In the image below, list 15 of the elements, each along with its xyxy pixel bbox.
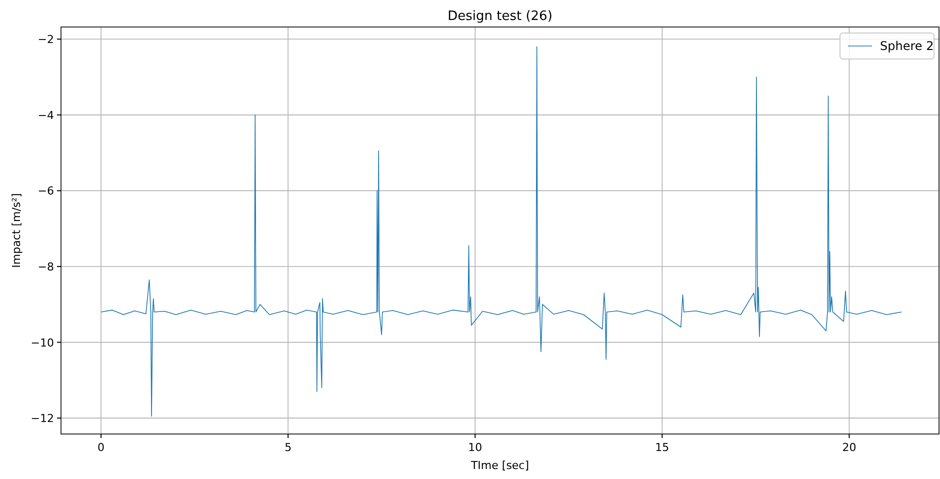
x-tick-label: 20 bbox=[842, 441, 856, 454]
y-tick-label: −8 bbox=[38, 260, 54, 274]
y-tick-label: −4 bbox=[38, 108, 54, 122]
y-tick-label: −2 bbox=[38, 33, 54, 46]
x-tick-label: 15 bbox=[655, 441, 670, 454]
x-tick-label: 5 bbox=[284, 441, 292, 454]
y-tick-label: −6 bbox=[38, 184, 54, 198]
x-axis-title: TIme [sec] bbox=[470, 459, 530, 472]
y-tick-label: −10 bbox=[30, 336, 54, 350]
legend-label: Sphere 2 bbox=[880, 39, 934, 53]
x-tick-label: 10 bbox=[468, 441, 482, 454]
x-tick-label: 0 bbox=[98, 441, 105, 454]
y-axis-title: Impact [m/s²] bbox=[10, 193, 23, 268]
chart-title: Design test (26) bbox=[448, 9, 552, 24]
y-tick-label: −12 bbox=[30, 412, 54, 426]
